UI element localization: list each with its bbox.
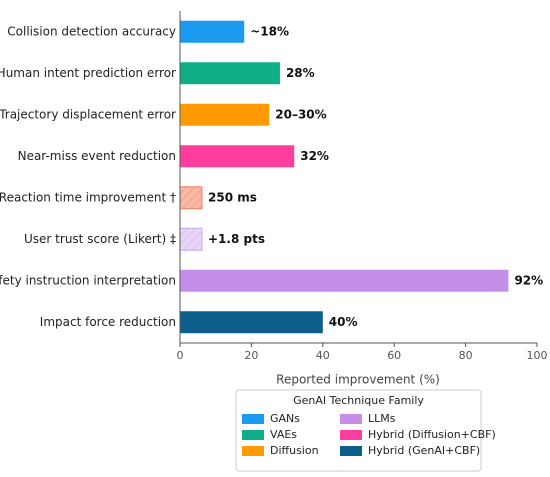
x-tick-label: 40	[316, 349, 330, 362]
legend-swatch	[242, 446, 264, 456]
bar	[180, 311, 323, 334]
x-tick-label: 60	[387, 349, 401, 362]
bar	[180, 20, 245, 43]
legend-title: GenAI Technique Family	[293, 394, 424, 407]
value-label: +1.8 pts	[208, 232, 265, 246]
bar	[180, 269, 509, 292]
legend-swatch	[242, 430, 264, 440]
y-tick-label: Impact force reduction	[40, 315, 176, 329]
y-tick-label: Safety instruction interpretation	[0, 273, 176, 287]
placeholder-bar	[179, 186, 203, 210]
y-tick-label: User trust score (Likert) ‡	[24, 232, 176, 246]
bar	[180, 62, 280, 85]
value-label: ~18%	[250, 24, 289, 38]
legend-label: Hybrid (Diffusion+CBF)	[368, 428, 496, 441]
value-label: 32%	[300, 149, 329, 163]
legend-label: LLMs	[368, 412, 396, 425]
y-tick-label: Reaction time improvement †	[0, 190, 176, 204]
y-tick-label: Trajectory displacement error	[0, 107, 176, 121]
value-label: 92%	[514, 273, 543, 287]
legend-label: GANs	[270, 412, 300, 425]
x-tick-label: 0	[177, 349, 184, 362]
value-label: 40%	[329, 315, 358, 329]
legend-swatch	[340, 430, 362, 440]
y-tick-label: Human intent prediction error	[0, 66, 176, 80]
bar	[180, 145, 295, 168]
legend-swatch	[242, 414, 264, 424]
y-tick-label: Near-miss event reduction	[18, 149, 176, 163]
x-tick-label: 80	[459, 349, 473, 362]
placeholder-bar	[179, 227, 203, 251]
x-tick-label: 100	[527, 349, 548, 362]
legend-label: Diffusion	[270, 444, 319, 457]
bar	[180, 103, 270, 126]
legend-label: Hybrid (GenAI+CBF)	[368, 444, 480, 457]
value-label: 28%	[286, 66, 315, 80]
legend-swatch	[340, 414, 362, 424]
x-tick-label: 20	[244, 349, 258, 362]
legend-label: VAEs	[270, 428, 297, 441]
value-label: 250 ms	[208, 190, 257, 204]
value-label: 20–30%	[275, 107, 326, 121]
y-tick-label: Collision detection accuracy	[7, 24, 176, 38]
legend-swatch	[340, 446, 362, 456]
x-axis-label: Reported improvement (%)	[276, 373, 440, 387]
